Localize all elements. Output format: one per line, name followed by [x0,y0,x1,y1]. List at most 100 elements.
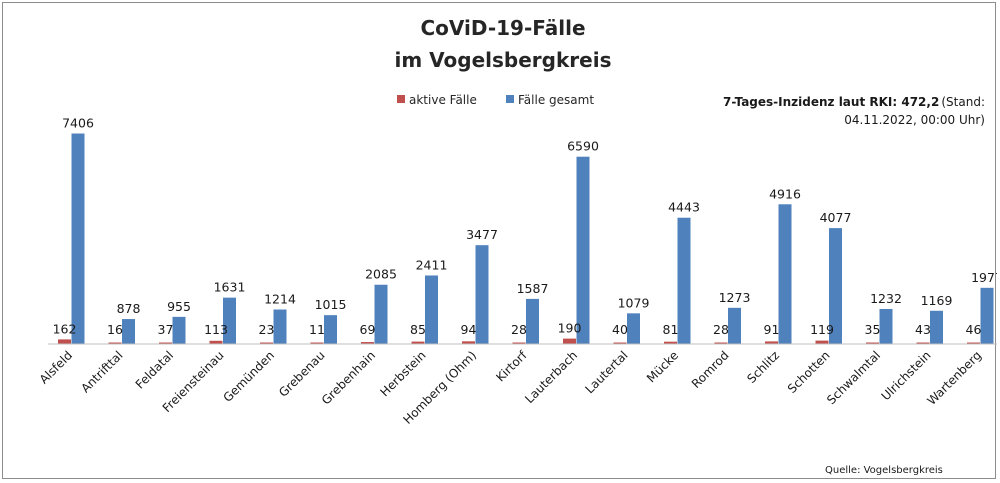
value-label-active-lautertal: 40 [612,322,628,337]
bar-active-feldatal [159,342,172,344]
incidence-text: 7-Tages-Inzidenz laut RKI: 472,2 [723,95,939,109]
legend-swatch-total [506,95,514,103]
bar-total-antrifttal [122,319,135,344]
value-label-active-schotten: 119 [810,322,834,337]
bar-active-alsfeld [58,339,71,344]
bar-active-antrifttal [108,342,122,344]
value-label-active-freiensteinau: 113 [204,322,228,337]
incidence-stand-text: (Stand: [941,95,985,109]
value-label-total-grebenhain: 2085 [365,267,397,282]
legend-label-total: Fälle gesamt [518,93,594,107]
bar-active-grebenau [310,342,324,344]
value-label-total-lauterbach: 6590 [567,139,599,154]
bar-total-ulrichstein [930,310,943,344]
bar-total-lautertal [627,313,640,344]
value-label-total-freiensteinau: 1631 [214,280,246,295]
value-label-active-herbstein: 85 [410,322,426,337]
bar-total-gemünden [273,309,287,344]
bar-total-schlitz [778,204,792,344]
value-label-total-schlitz: 4916 [769,186,801,201]
value-label-active-feldatal: 37 [158,322,174,337]
bar-active-herbstein [411,341,425,344]
value-label-active-schwalmtal: 35 [865,322,881,337]
x-tick-label-schotten: Schotten [785,348,833,396]
chart-svg: CoViD-19-Fälle im Vogelsbergkreis aktive… [37,16,997,476]
value-label-active-alsfeld: 162 [53,321,77,336]
x-tick-label-wartenberg: Wartenberg [924,348,984,408]
bar-active-schlitz [765,341,778,344]
value-label-total-wartenberg: 1977 [971,270,997,285]
bar-active-gemünden [260,342,273,344]
value-label-total-grebenau: 1015 [315,297,347,312]
bar-active-schotten [815,340,829,344]
value-label-total-feldatal: 955 [167,299,191,314]
bar-active-mücke [664,341,677,344]
value-label-total-romrod: 1273 [719,290,751,305]
value-label-total-antrifttal: 878 [117,301,141,316]
bar-active-ulrichstein [916,342,930,344]
x-tick-label-ulrichstein: Ulrichstein [879,348,934,403]
value-label-active-grebenau: 11 [309,322,325,337]
x-tick-label-mücke: Mücke [644,348,681,385]
x-tick-label-kirtorf: Kirtorf [493,348,530,385]
bar-total-grebenhain [374,284,388,344]
bars-group [58,133,994,344]
bar-total-mücke [677,217,691,344]
value-label-total-gemünden: 1214 [264,291,296,306]
legend-label-active: aktive Fälle [409,93,477,107]
bar-total-alsfeld [71,133,85,344]
bar-active-freiensteinau [209,340,223,344]
legend-swatch-active [397,95,405,103]
value-label-total-homberg-ohm: 3477 [466,227,498,242]
x-tick-label-feldatal: Feldatal [133,348,176,391]
value-labels-group: 162 7406 16 878 37 955 113 1631 23 1214 11 1015 69 20… [53,116,997,337]
incidence-date-text: 04.11.2022, 00:00 Uhr) [844,113,985,127]
value-label-total-alsfeld: 7406 [62,116,94,131]
bar-active-kirtorf [512,342,526,344]
bar-total-kirtorf [526,298,539,344]
chart-title-line1: CoViD-19-Fälle [420,16,585,40]
bar-total-schwalmtal [879,308,893,344]
value-label-active-gemünden: 23 [259,322,275,337]
legend: aktive Fälle Fälle gesamt [397,93,594,107]
value-label-active-romrod: 28 [713,322,729,337]
value-label-active-ulrichstein: 43 [915,322,931,337]
bar-total-lauterbach [576,156,590,344]
x-tick-label-lauterbach: Lauterbach [522,348,580,406]
x-tick-labels-group: Alsfeld Antrifttal FeldatalFreiensteinauGe… [37,348,984,427]
x-tick-label-antrifttal: Antrifttal [78,348,125,395]
bar-active-grebenhain [361,342,374,344]
bar-active-lautertal [613,342,627,344]
bar-total-romrod [728,307,741,344]
bar-active-lauterbach [563,338,576,344]
chart-title-line2: im Vogelsbergkreis [395,48,612,72]
x-tick-label-grebenhain: Grebenhain [319,348,378,407]
x-tick-label-schlitz: Schlitz [744,348,782,386]
value-label-total-mücke: 4443 [668,200,700,215]
source-text: Quelle: Vogelsbergkreis [825,465,943,476]
bar-total-freiensteinau [223,297,236,344]
bar-total-homberg-ohm [475,245,489,344]
value-label-total-kirtorf: 1587 [517,281,549,296]
value-label-total-lautertal: 1079 [618,295,650,310]
bar-active-wartenberg [967,342,980,344]
value-label-total-schwalmtal: 1232 [870,291,902,306]
bar-total-herbstein [425,275,438,344]
bar-active-schwalmtal [866,342,879,344]
x-tick-label-herbstein: Herbstein [378,348,429,399]
value-label-total-ulrichstein: 1169 [921,293,953,308]
x-tick-label-gemünden: Gemünden [220,348,277,405]
value-label-active-schlitz: 91 [764,322,780,337]
x-tick-label-alsfeld: Alsfeld [37,348,75,386]
value-label-active-kirtorf: 28 [511,322,527,337]
value-label-active-mücke: 81 [663,322,679,337]
bar-total-wartenberg [980,287,994,344]
bar-active-homberg-ohm [462,341,475,344]
value-label-active-homberg-ohm: 94 [461,322,477,337]
value-label-active-antrifttal: 16 [107,322,123,337]
value-label-total-schotten: 4077 [820,210,852,225]
bar-total-grebenau [324,315,337,344]
x-tick-label-romrod: Romrod [689,348,732,391]
value-label-active-lauterbach: 190 [558,321,582,336]
